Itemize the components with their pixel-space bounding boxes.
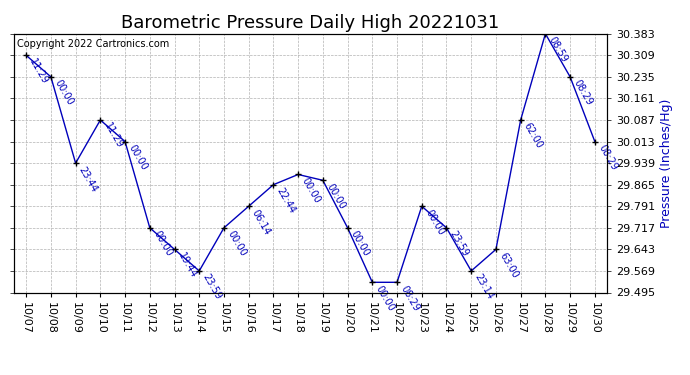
Text: 08:29: 08:29 [398,284,421,313]
Text: 00:00: 00:00 [349,229,371,258]
Text: 00:00: 00:00 [374,284,396,313]
Text: 00:00: 00:00 [299,176,322,205]
Y-axis label: Pressure (Inches/Hg): Pressure (Inches/Hg) [660,99,673,228]
Text: 19:44: 19:44 [176,251,199,280]
Title: Barometric Pressure Daily High 20221031: Barometric Pressure Daily High 20221031 [121,14,500,32]
Text: 00:00: 00:00 [126,143,149,172]
Text: 08:59: 08:59 [546,35,569,64]
Text: Copyright 2022 Cartronics.com: Copyright 2022 Cartronics.com [17,39,169,49]
Text: 00:00: 00:00 [226,229,248,258]
Text: 00:00: 00:00 [52,78,75,107]
Text: 23:59: 23:59 [201,272,224,302]
Text: 00:00: 00:00 [324,182,347,211]
Text: 08:29: 08:29 [596,143,619,172]
Text: 23:59: 23:59 [448,229,471,258]
Text: 00:00: 00:00 [151,229,174,258]
Text: 08:29: 08:29 [571,78,594,107]
Text: 23:14: 23:14 [473,272,495,302]
Text: 22:44: 22:44 [275,186,297,215]
Text: 62:00: 62:00 [522,122,544,150]
Text: 11:29: 11:29 [101,122,124,150]
Text: 00:00: 00:00 [423,208,446,237]
Text: 11:29: 11:29 [28,57,50,86]
Text: 06:14: 06:14 [250,208,273,237]
Text: 63:00: 63:00 [497,251,520,280]
Text: 23:44: 23:44 [77,165,99,194]
